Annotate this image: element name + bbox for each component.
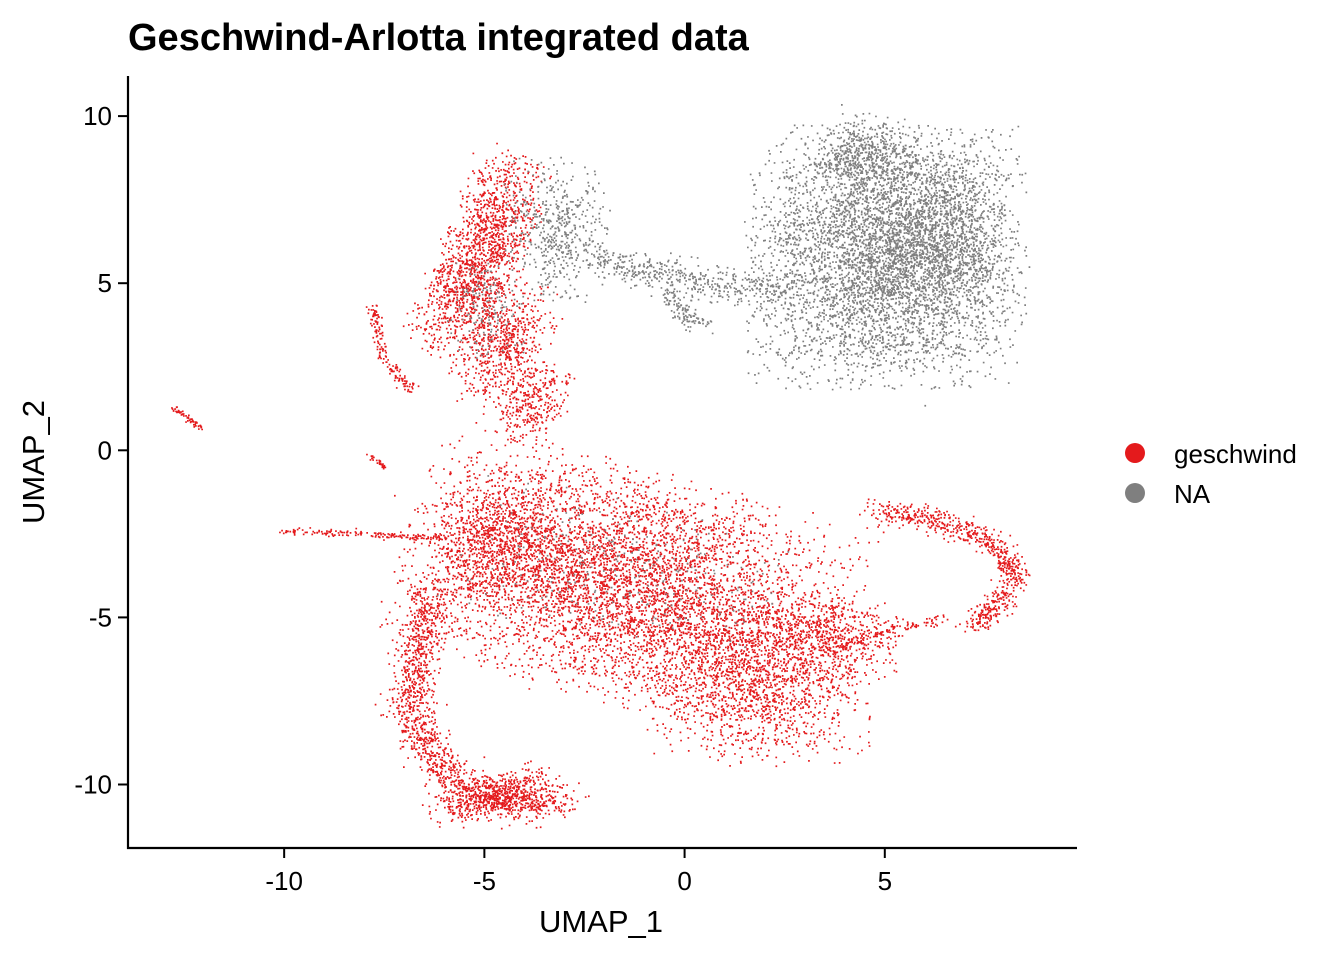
x-tick-label: -10 [265,866,303,896]
y-tick-label: -10 [74,770,112,800]
legend-label-na: NA [1174,479,1211,509]
series-geschwind [171,142,1031,830]
point-layer [171,104,1031,830]
legend: geschwind NA [1125,439,1297,509]
y-tick-label: -5 [89,602,112,632]
y-axis-title: UMAP_2 [16,400,51,524]
y-axis-ticks: -10 -5 0 5 10 [74,101,128,800]
x-axis-ticks: -10 -5 0 5 [265,848,892,896]
legend-key-geschwind [1125,443,1145,463]
x-tick-label: -5 [473,866,496,896]
x-axis-title: UMAP_1 [539,904,663,939]
legend-key-na [1125,483,1145,503]
x-tick-label: 0 [677,866,691,896]
legend-label-geschwind: geschwind [1174,439,1297,469]
y-tick-label: 5 [98,268,112,298]
scatter-points-na [436,104,1031,649]
y-tick-label: 10 [83,101,112,131]
y-tick-label: 0 [98,435,112,465]
scatter-points-geschwind [171,142,1031,830]
series-na [436,104,1031,649]
chart-title: Geschwind-Arlotta integrated data [128,17,750,59]
axes: -10 -5 0 5 -10 -5 0 5 10 [74,76,1077,896]
x-tick-label: 5 [878,866,892,896]
